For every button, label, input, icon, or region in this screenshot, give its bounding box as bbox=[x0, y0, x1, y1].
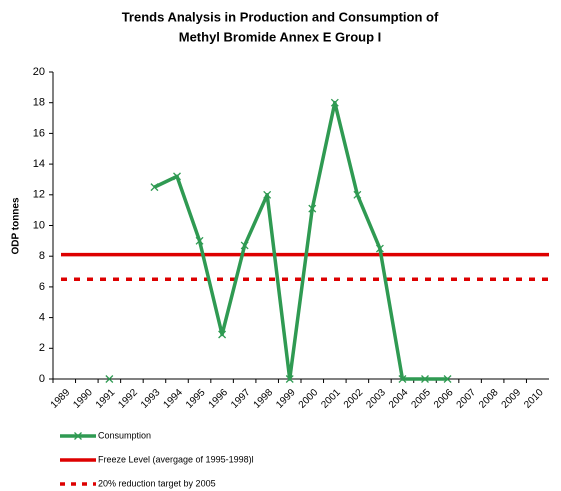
marker bbox=[398, 375, 407, 383]
y-axis-label: ODP tonnes bbox=[11, 197, 22, 254]
legend-label: 20% reduction target by 2005 bbox=[98, 478, 216, 488]
y-tick-label: 2 bbox=[39, 342, 45, 354]
y-tick-label: 18 bbox=[33, 97, 45, 109]
marker bbox=[353, 190, 362, 199]
legend-label: Freeze Level (avergage of 1995-1998)l bbox=[98, 454, 254, 464]
marker bbox=[173, 172, 181, 181]
marker bbox=[421, 375, 429, 383]
y-tick-label: 20 bbox=[33, 66, 45, 78]
marker bbox=[443, 375, 452, 383]
marker bbox=[218, 330, 227, 339]
y-tick-label: 16 bbox=[33, 127, 45, 139]
marker bbox=[285, 375, 294, 383]
marker bbox=[330, 98, 339, 107]
y-tick-label: 10 bbox=[33, 219, 45, 231]
line bbox=[153, 100, 448, 381]
y-tick-label: 14 bbox=[33, 158, 45, 170]
marker bbox=[308, 204, 317, 213]
legend-marker bbox=[74, 432, 82, 440]
marker bbox=[375, 244, 384, 253]
marker bbox=[150, 183, 159, 192]
marker bbox=[195, 236, 204, 245]
marker bbox=[240, 241, 249, 250]
y-tick-label: 12 bbox=[33, 189, 45, 201]
chart-title: Methyl Bromide Annex E Group I bbox=[179, 29, 381, 44]
chart-title: Trends Analysis in Production and Consum… bbox=[122, 9, 439, 24]
y-tick-label: 0 bbox=[39, 373, 45, 385]
y-tick-label: 4 bbox=[39, 312, 45, 324]
marker bbox=[263, 190, 272, 199]
y-tick-label: 8 bbox=[39, 250, 45, 262]
legend-label: Consumption bbox=[98, 430, 151, 440]
marker bbox=[105, 375, 114, 383]
y-tick-label: 6 bbox=[39, 281, 45, 293]
